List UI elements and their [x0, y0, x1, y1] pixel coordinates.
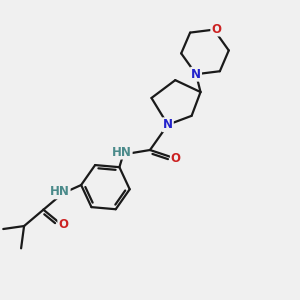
- Text: HN: HN: [50, 185, 70, 198]
- Text: O: O: [58, 218, 68, 231]
- Text: O: O: [171, 152, 181, 164]
- Text: N: N: [191, 68, 201, 81]
- Text: HN: HN: [112, 146, 132, 159]
- Text: O: O: [211, 22, 221, 35]
- Text: N: N: [163, 118, 173, 131]
